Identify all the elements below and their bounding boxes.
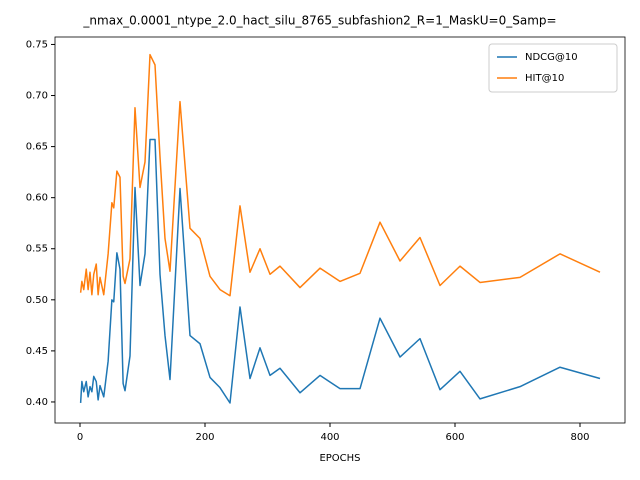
x-tick-label: 800 [570,432,589,443]
legend-box [488,43,618,93]
y-tick-label: 0.40 [26,397,48,408]
legend-label: NDCG@10 [525,52,578,63]
legend-label: HIT@10 [525,73,564,84]
y-tick-label: 0.60 [26,193,48,204]
y-tick-label: 0.70 [26,91,48,102]
x-axis-label: EPOCHS [319,453,360,464]
y-tick-label: 0.50 [26,295,48,306]
y-tick-label: 0.45 [26,346,48,357]
y-tick-label: 0.65 [26,142,48,153]
y-tick-label: 0.75 [26,39,48,50]
plot-frame [54,36,626,424]
x-tick-label: 600 [445,432,464,443]
chart-title: _nmax_0.0001_ntype_2.0_hact_silu_8765_su… [82,14,556,28]
line-series [79,53,601,297]
legend: NDCG@10 HIT@10 [488,43,618,93]
y-tick-label: 0.55 [26,244,48,255]
x-tick-label: 200 [195,432,214,443]
x-tick-label: 0 [77,432,83,443]
line-series [79,138,601,404]
x-tick-label: 400 [320,432,339,443]
